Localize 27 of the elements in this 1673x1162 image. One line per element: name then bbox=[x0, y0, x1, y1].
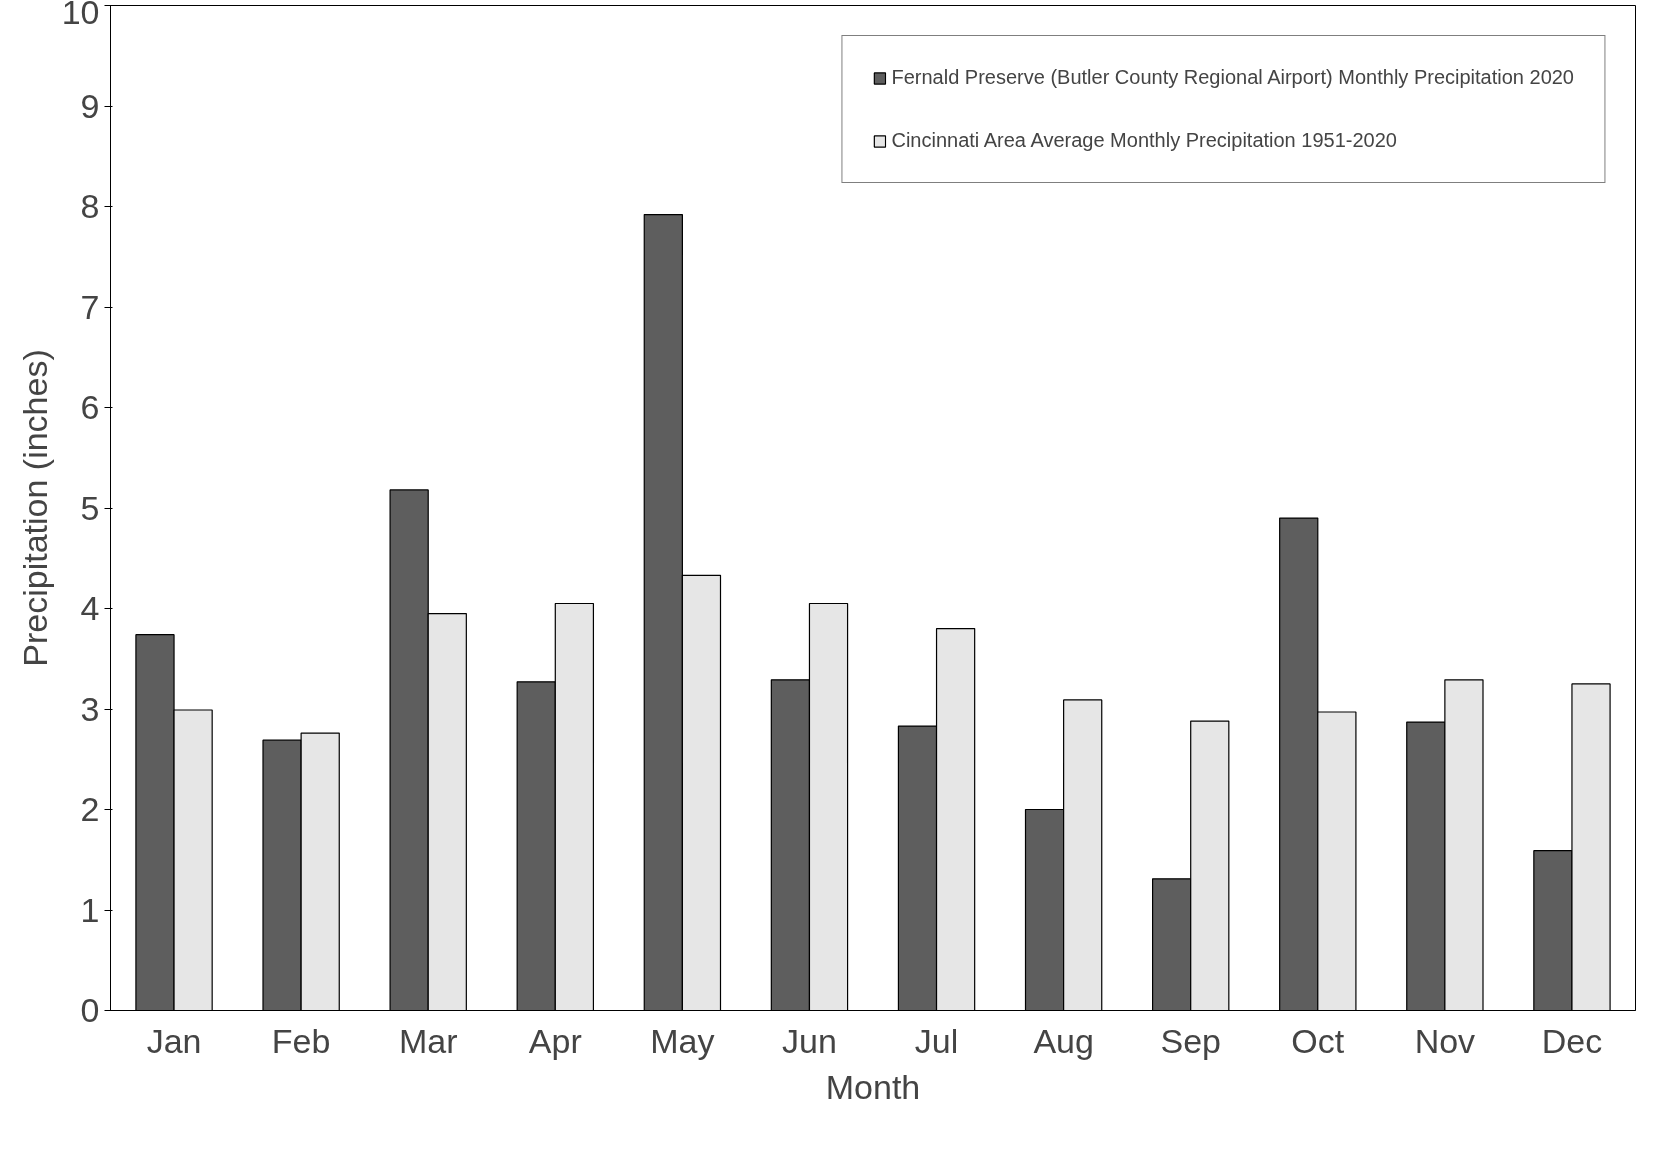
x-tick-label: Dec bbox=[1541, 1021, 1603, 1060]
x-axis-title: Month bbox=[825, 1067, 921, 1106]
y-tick-label: 7 bbox=[80, 287, 100, 326]
legend-label: Fernald Preserve (Butler County Regional Airport) Monthly Precipitation 2020 bbox=[891, 66, 1574, 89]
y-tick-label: 6 bbox=[80, 388, 100, 426]
x-tick-label: Apr bbox=[528, 1021, 582, 1060]
x-tick-label: Feb bbox=[271, 1021, 331, 1060]
x-tick-label: Nov bbox=[1414, 1021, 1476, 1060]
y-tick-label: 2 bbox=[80, 790, 100, 828]
x-tick-label: May bbox=[650, 1021, 715, 1060]
y-tick-label: 9 bbox=[80, 86, 100, 125]
y-tick-label: 0 bbox=[80, 991, 100, 1029]
x-tick-label: Aug bbox=[1033, 1021, 1094, 1060]
y-tick-label: 4 bbox=[80, 589, 100, 627]
x-tick-label: Sep bbox=[1160, 1021, 1221, 1060]
x-tick-label: Jan bbox=[146, 1021, 202, 1060]
x-tick-label: Oct bbox=[1291, 1021, 1345, 1060]
y-tick-label: 5 bbox=[80, 488, 100, 527]
x-tick-label: Jun bbox=[782, 1021, 837, 1060]
legend-label: Cincinnati Area Average Monthly Precipitation 1951-2020 bbox=[891, 129, 1397, 152]
y-tick-label: 3 bbox=[80, 689, 100, 728]
y-tick-label: 10 bbox=[61, 0, 100, 31]
y-tick-label: 1 bbox=[80, 890, 100, 929]
x-tick-label: Mar bbox=[398, 1021, 458, 1060]
x-tick-label: Jul bbox=[914, 1021, 959, 1060]
y-axis-title: Precipitation (inches) bbox=[15, 349, 54, 667]
y-tick-label: 8 bbox=[80, 187, 100, 225]
